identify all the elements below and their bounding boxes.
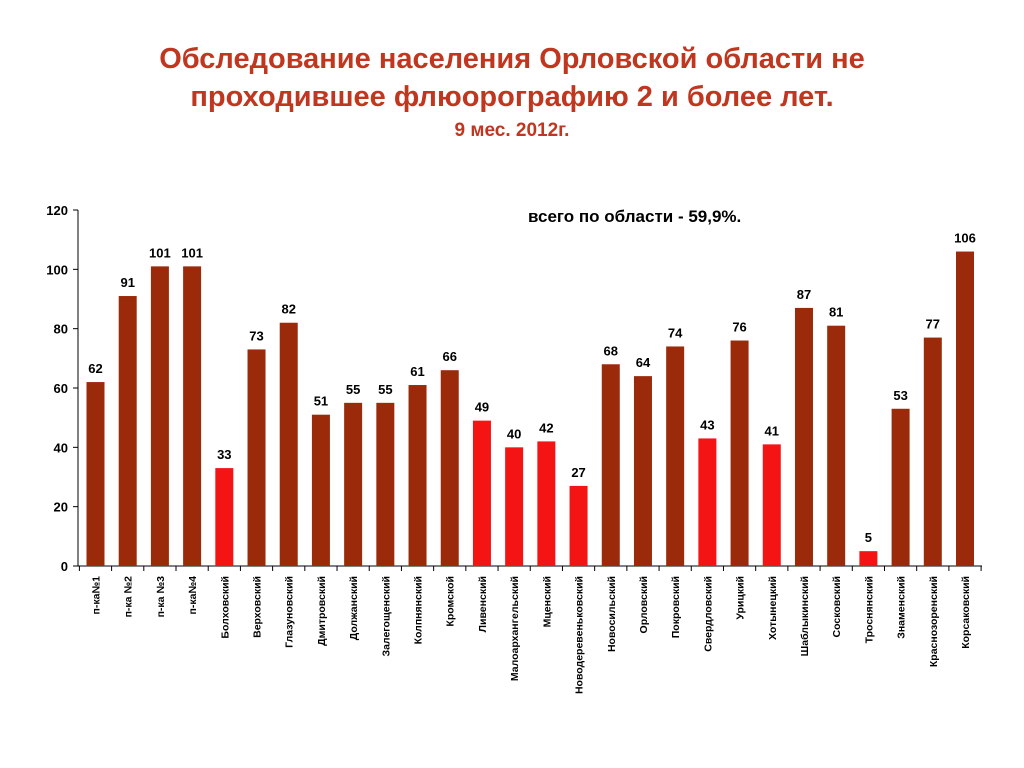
- bar: [86, 382, 105, 566]
- bar-value-label: 81: [829, 305, 843, 320]
- title-line-1: Обследование населения Орловской области…: [159, 43, 865, 75]
- category-label: Троснянский: [863, 576, 875, 643]
- bar: [183, 266, 202, 566]
- bar: [698, 438, 717, 566]
- bar: [505, 447, 524, 566]
- category-label: Свердловский: [702, 576, 714, 652]
- category-label: Должанский: [348, 576, 360, 640]
- bar-value-label: 66: [443, 349, 457, 364]
- bar-value-label: 64: [636, 355, 651, 370]
- bar-value-label: 82: [281, 302, 295, 317]
- category-label: Колпнянский: [413, 576, 425, 644]
- bar: [247, 349, 266, 566]
- bar-value-label: 73: [249, 328, 263, 343]
- bar-value-label: 53: [893, 388, 907, 403]
- bar: [408, 385, 427, 566]
- bar-value-label: 91: [120, 275, 134, 290]
- bar-value-label: 33: [217, 447, 231, 462]
- bar: [215, 468, 234, 566]
- category-label: Знаменский: [896, 576, 908, 639]
- bar-value-label: 61: [410, 364, 424, 379]
- category-label: п-ка№4: [187, 576, 199, 615]
- y-tick-label: 0: [61, 559, 68, 574]
- bar: [472, 420, 491, 566]
- bar: [440, 370, 459, 566]
- bar-value-label: 43: [700, 417, 714, 432]
- bar: [118, 296, 137, 566]
- bar-value-label: 49: [475, 400, 489, 415]
- category-label: п-ка №3: [155, 576, 167, 618]
- bar: [344, 402, 363, 566]
- title-line-2: проходившее флюорографию 2 и более лет.: [190, 81, 834, 113]
- bar: [827, 325, 846, 566]
- y-tick-label: 60: [54, 381, 68, 396]
- bar: [601, 364, 620, 566]
- category-label: Сосковский: [831, 576, 843, 637]
- y-tick-label: 100: [46, 262, 68, 277]
- bar-value-label: 41: [765, 423, 779, 438]
- bar: [376, 402, 395, 566]
- bar-value-label: 68: [604, 343, 618, 358]
- chart-title: Обследование населения Орловской области…: [0, 40, 1024, 144]
- bar-value-label: 40: [507, 426, 521, 441]
- category-label: Кромской: [445, 576, 457, 627]
- bar: [956, 251, 974, 567]
- category-label: Корсаковский: [960, 576, 972, 649]
- bar-value-label: 76: [732, 320, 746, 335]
- category-label: Новодеревеньковский: [574, 576, 586, 694]
- category-label: Новосильский: [606, 576, 618, 652]
- category-label: Залегощенский: [380, 576, 392, 656]
- bar: [666, 346, 685, 566]
- bar-value-label: 42: [539, 420, 553, 435]
- bar: [279, 322, 298, 566]
- bar-value-label: 101: [149, 245, 171, 260]
- bar: [794, 307, 813, 566]
- bar-value-label: 62: [88, 361, 102, 376]
- bar: [633, 376, 652, 566]
- bar-value-label: 55: [378, 382, 392, 397]
- category-label: Болховский: [219, 576, 231, 639]
- bar: [311, 414, 330, 566]
- category-label: Верховский: [252, 576, 264, 638]
- bar-value-label: 74: [668, 325, 683, 340]
- category-label: Ливенский: [477, 576, 489, 632]
- bar-value-label: 55: [346, 382, 360, 397]
- y-tick-label: 120: [46, 203, 68, 218]
- bar-value-label: 77: [926, 317, 940, 332]
- bar-value-label: 87: [797, 287, 811, 302]
- category-label: Урицкий: [735, 576, 747, 620]
- category-label: Шаблыкинский: [799, 576, 811, 656]
- chart-subtitle: 9 мес. 2012г.: [454, 120, 570, 141]
- bar: [537, 441, 556, 566]
- category-label: Глазуновский: [284, 576, 296, 648]
- category-label: Покровский: [670, 576, 682, 638]
- category-label: Дмитровский: [316, 576, 328, 646]
- bar-value-label: 106: [954, 231, 976, 246]
- category-label: п-ка №2: [123, 576, 135, 618]
- category-label: Малоархангельский: [509, 576, 521, 681]
- bar-value-label: 51: [314, 394, 328, 409]
- bar: [762, 444, 781, 566]
- bar: [569, 485, 588, 566]
- bar-value-label: 27: [571, 465, 585, 480]
- y-tick-label: 20: [54, 500, 68, 515]
- category-label: Хотынецкий: [767, 576, 779, 640]
- bar: [730, 340, 749, 566]
- category-label: Краснозоренский: [928, 576, 940, 667]
- bar: [923, 337, 942, 566]
- category-label: Орловский: [638, 576, 650, 633]
- bar: [891, 408, 910, 566]
- bar-value-label: 101: [181, 245, 203, 260]
- region-total-annotation: всего по области - 59,9%.: [528, 207, 742, 226]
- y-tick-label: 80: [54, 322, 68, 337]
- y-tick-label: 40: [54, 440, 68, 455]
- bar: [859, 551, 878, 566]
- bar-value-label: 5: [865, 530, 872, 545]
- bar: [150, 266, 169, 566]
- category-label: п-ка№1: [91, 576, 103, 615]
- category-label: Мценский: [541, 576, 553, 627]
